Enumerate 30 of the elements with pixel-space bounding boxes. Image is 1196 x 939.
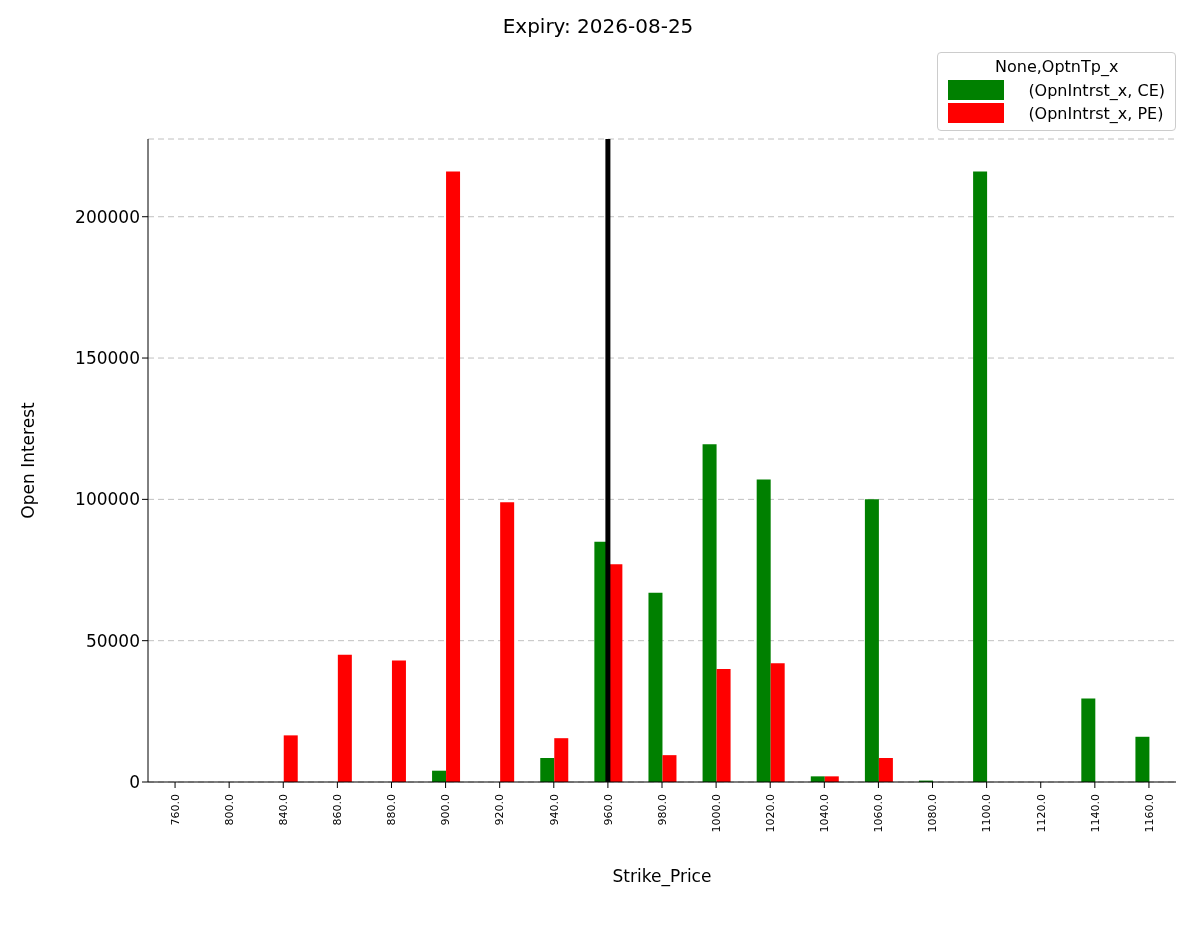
x-tick-label: 920.0 [493,794,507,826]
x-tick-label: 1040.0 [818,794,832,833]
y-tick-label: 200000 [75,206,140,227]
y-tick-label: 0 [129,772,140,793]
x-tick-label: 940.0 [547,794,561,826]
x-tick-label: 1100.0 [980,794,994,833]
legend-label: (OpnIntrst_x, PE) [1028,103,1164,123]
x-tick-label: 1140.0 [1088,794,1102,833]
legend-title: None,OptnTp_x [994,57,1120,76]
x-tick-label: 960.0 [601,794,615,826]
x-tick-label: 840.0 [277,794,291,826]
x-tick-label: 860.0 [331,794,345,826]
x-axis-title: Strike_Price [612,866,712,887]
legend-label: (OpnIntrst_x, CE) [1028,80,1165,100]
x-tick-label: 1000.0 [709,794,723,833]
y-tick-label: 150000 [75,348,140,369]
x-tick-label: 1060.0 [872,794,886,833]
x-tick-label: 1020.0 [764,794,778,833]
y-tick-label: 100000 [75,489,140,510]
y-axis-title: Open Interest [18,402,39,519]
x-tick-label: 800.0 [222,794,236,826]
x-tick-label: 1080.0 [926,794,940,833]
x-tick-label: 980.0 [655,794,669,826]
x-tick-label: 760.0 [168,794,182,826]
x-tick-label: 1120.0 [1034,794,1048,833]
y-tick-label: 50000 [85,630,140,651]
x-tick-label: 1160.0 [1142,794,1156,833]
x-tick-label: 900.0 [439,794,453,826]
chart-title: Expiry: 2026-08-25 [501,14,695,38]
x-tick-label: 880.0 [385,794,399,826]
